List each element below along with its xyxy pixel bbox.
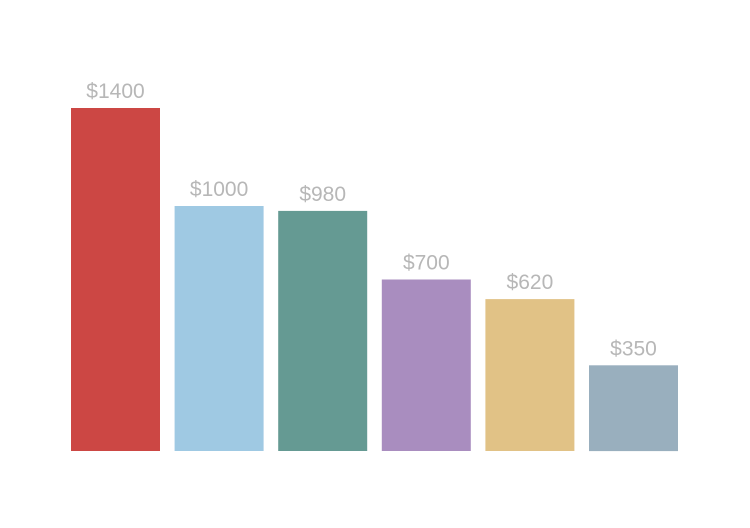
value-label-group: $1400 $1000 $980 $700 $620 $350 (86, 80, 657, 360)
bar-value-label-1: $1400 (86, 80, 144, 103)
bar-5 (485, 299, 575, 451)
bar-1 (71, 108, 160, 451)
bar-group (71, 108, 678, 452)
bar-value-label-2: $1000 (190, 178, 248, 201)
bar-6 (589, 365, 678, 452)
bar-value-label-5: $620 (507, 271, 554, 294)
bar-2 (174, 206, 264, 451)
bar-value-label-4: $700 (403, 252, 450, 275)
bar-value-label-6: $350 (610, 337, 657, 360)
bar-4 (381, 279, 471, 451)
bar-3 (278, 210, 368, 451)
bar-value-label-3: $980 (299, 183, 346, 206)
